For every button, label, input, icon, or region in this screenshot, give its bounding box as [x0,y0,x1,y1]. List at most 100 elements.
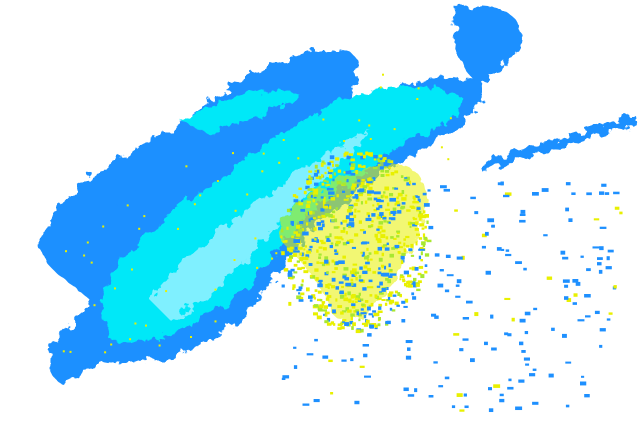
echo-pixel [597,257,603,260]
echo-pixel [342,255,346,259]
echo-pixel [324,311,330,315]
echo-pixel [382,272,390,277]
echo-pixel [316,169,320,174]
echo-pixel [360,308,364,311]
echo-pixel [519,341,524,346]
echo-pixel [315,175,321,180]
echo-pixel [363,265,368,269]
echo-pixel [350,173,356,176]
echo-pixel [456,393,463,397]
echo-pixel [398,241,402,244]
echo-pixel [345,215,350,220]
echo-pixel [449,117,452,120]
echo-pixel [348,205,354,209]
echo-pixel [597,262,602,266]
echo-pixel [488,408,494,413]
echo-pixel [396,196,399,200]
echo-pixel [405,340,413,344]
echo-pixel [387,159,391,163]
echo-pixel [421,227,425,230]
echo-pixel [364,300,369,303]
echo-pixel [400,255,405,260]
echo-pixel [438,385,444,388]
echo-pixel [416,288,421,292]
echo-pixel [400,175,404,178]
echo-pixel [331,285,335,289]
echo-pixel [354,194,359,198]
echo-pixel [454,209,458,212]
echo-pixel [511,317,515,322]
echo-pixel [317,307,322,310]
echo-pixel [566,298,572,302]
echo-pixel [406,244,410,248]
echo-pixel [321,174,324,178]
echo-pixel [214,288,217,291]
echo-pixel [586,192,592,196]
echo-pixel [311,188,315,191]
echo-pixel [351,294,356,298]
echo-pixel [335,243,339,247]
echo-pixel [315,203,318,206]
echo-pixel [423,236,428,240]
echo-pixel [393,128,396,131]
echo-pixel [384,302,388,306]
echo-pixel [306,250,312,254]
echo-pixel [519,318,526,323]
echo-pixel [363,353,368,358]
echo-pixel [104,351,107,354]
echo-pixel [423,203,430,207]
echo-pixel [308,295,313,299]
echo-pixel [354,233,359,237]
echo-pixel [599,344,603,348]
echo-pixel [292,194,297,198]
echo-pixel [519,219,526,223]
echo-pixel [315,277,319,281]
echo-pixel [529,373,536,377]
echo-pixel [350,163,356,168]
echo-pixel [340,221,343,225]
echo-pixel [324,259,329,264]
echo-pixel [608,312,613,315]
echo-pixel [424,264,428,267]
echo-pixel [331,210,336,214]
echo-pixel [396,230,401,233]
echo-pixel [392,207,397,212]
echo-pixel [386,299,391,302]
echo-pixel [327,286,330,290]
echo-pixel [599,246,604,251]
echo-pixel [507,333,512,337]
echo-pixel [321,160,325,164]
echo-pixel [254,237,257,240]
echo-pixel [407,347,411,351]
echo-pixel [319,176,322,180]
echo-pixel [343,171,346,174]
echo-pixel [355,276,358,281]
echo-pixel [355,170,358,174]
echo-pixel [354,297,359,301]
echo-pixel [319,304,324,309]
echo-pixel [327,295,332,298]
echo-pixel [406,281,411,285]
echo-pixel [333,323,336,326]
echo-pixel [399,278,402,281]
echo-pixel [379,166,384,170]
echo-pixel [372,177,376,181]
echo-pixel [309,299,313,302]
echo-pixel [323,179,327,182]
echo-pixel [404,177,408,180]
echo-pixel [302,403,310,406]
echo-pixel [413,277,417,282]
echo-pixel [329,155,335,160]
echo-pixel [599,191,605,195]
echo-pixel [411,266,416,271]
echo-pixel [90,261,93,264]
echo-pixel [399,274,404,277]
echo-pixel [572,279,579,283]
echo-pixel [388,275,393,279]
echo-pixel [491,347,497,351]
echo-pixel [462,338,469,341]
echo-pixel [518,379,525,383]
echo-pixel [368,186,373,191]
echo-pixel [348,170,352,175]
